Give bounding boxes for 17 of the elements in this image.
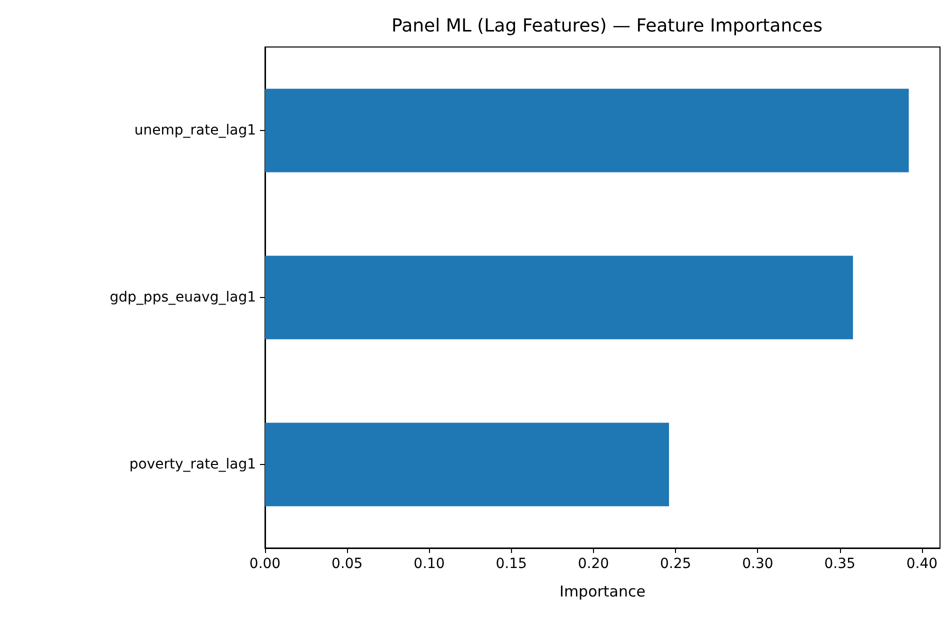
x-axis-title: Importance: [560, 582, 646, 600]
x-tick-label: 0.35: [824, 556, 856, 572]
y-tick-label: gdp_pps_euavg_lag1: [110, 290, 256, 306]
y-tick-label: unemp_rate_lag1: [134, 122, 256, 138]
x-tick-label: 0.00: [249, 556, 281, 572]
x-tick-label: 0.40: [906, 556, 938, 572]
x-tick-label: 0.25: [660, 556, 692, 572]
bar: [265, 256, 853, 340]
x-tick-label: 0.10: [414, 556, 445, 572]
x-tick-label: 0.30: [742, 556, 774, 572]
y-tick-label: poverty_rate_lag1: [129, 456, 256, 472]
x-tick-label: 0.15: [496, 556, 527, 572]
x-tick-label: 0.20: [578, 556, 610, 572]
x-tick-label: 0.05: [332, 556, 363, 572]
bar: [265, 422, 670, 506]
chart-title: Panel ML (Lag Features) — Feature Importances: [392, 16, 822, 36]
bar: [265, 88, 909, 172]
